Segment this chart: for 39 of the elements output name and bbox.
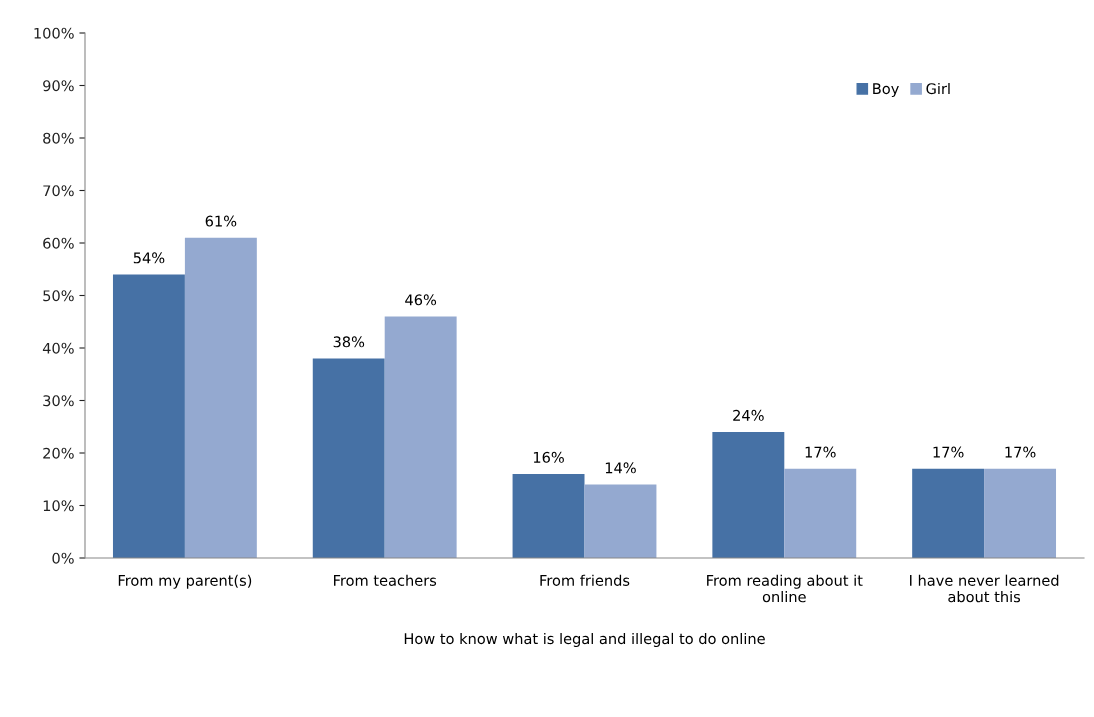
bar [984,468,1057,558]
y-tick-label: 90% [43,80,74,92]
data-label: 54% [133,252,165,264]
legend-label: Girl [926,82,950,95]
data-label: 16% [533,451,564,463]
x-tick-label: From my parent(s) [118,574,252,589]
x-tick-label: From reading about it online [707,574,863,603]
bar [712,432,785,558]
y-tick-label: 60% [43,237,74,249]
y-tick-label: 40% [42,342,74,354]
y-tick-label: 80% [43,132,74,144]
y-tick-label: 100% [34,27,74,39]
bar [784,468,857,558]
data-label: 17% [1005,446,1036,458]
x-tick-label: From teachers [334,574,437,586]
bar [112,274,185,558]
x-tick-label: From friends [540,574,630,586]
y-tick-label: 30% [43,395,74,407]
legend-label: Boy [873,83,899,97]
bar [912,468,985,558]
x-tick-label: I have never learned about this [910,574,1059,603]
bar [312,358,385,558]
data-label: 46% [405,294,437,306]
data-label: 17% [933,446,964,458]
bar [384,316,457,558]
data-label: 24% [733,409,764,421]
data-label: 61% [205,215,237,227]
data-label: 14% [605,462,636,474]
y-tick-label: 20% [43,447,74,459]
y-tick-label: 0% [52,552,74,564]
x-axis-title: How to know what is legal and illegal to do online [404,632,765,647]
y-tick-label: 10% [43,500,74,512]
data-label: 38% [333,336,365,348]
bar [184,237,257,558]
y-tick-label: 50% [43,290,74,302]
bar [512,474,585,558]
data-label: 17% [805,446,836,458]
bar [584,484,657,558]
y-tick-label: 70% [43,185,74,197]
